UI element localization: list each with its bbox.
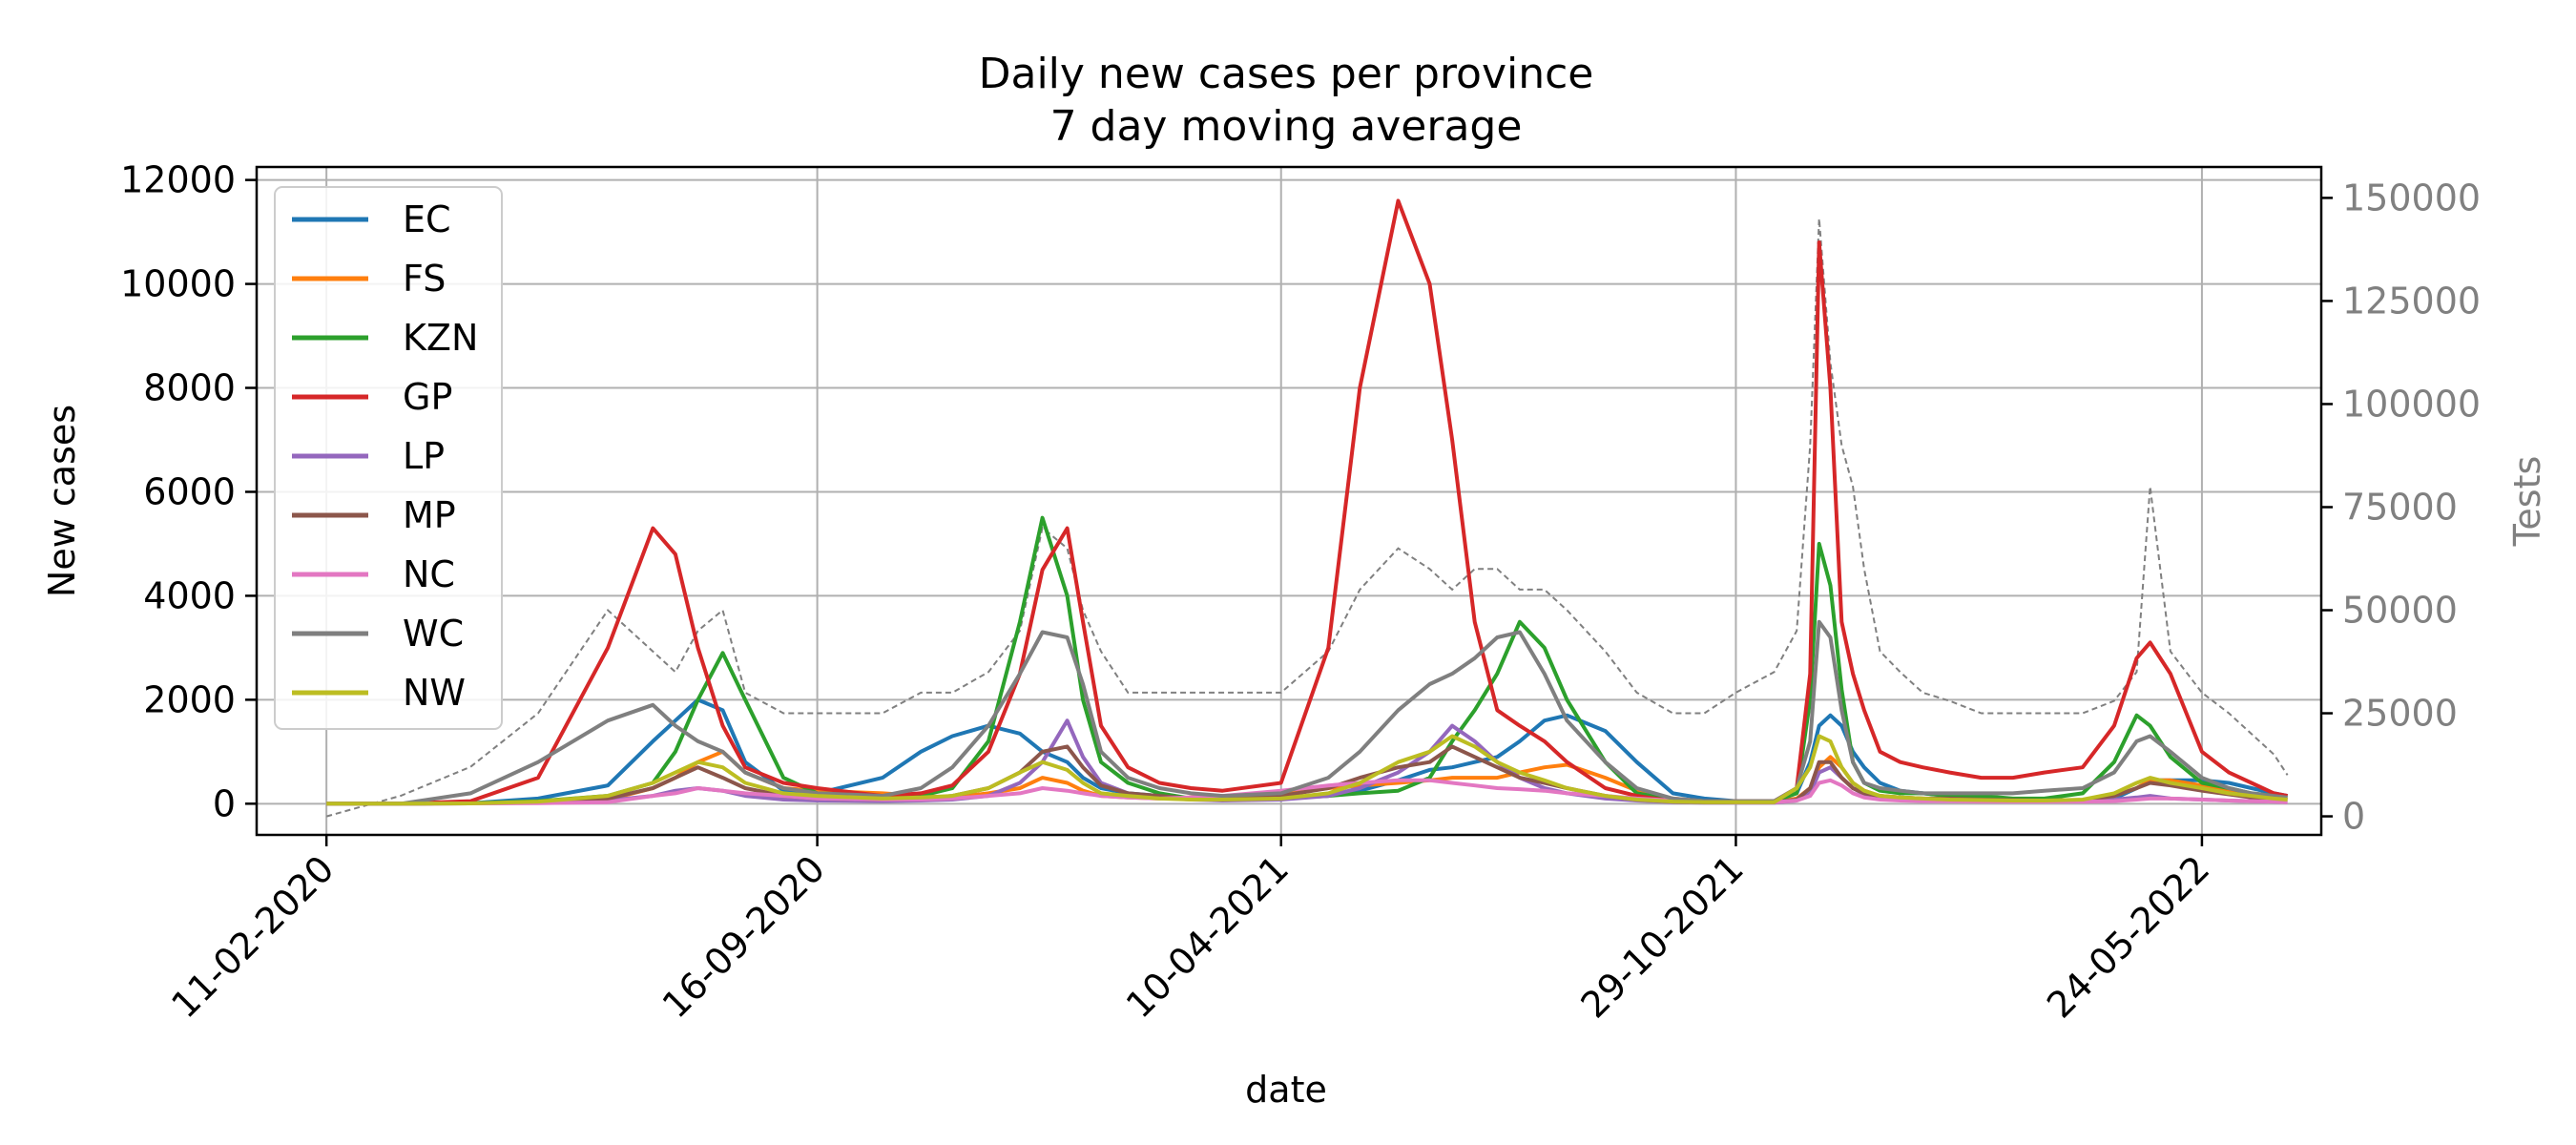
- tests-layer: [325, 218, 2289, 818]
- y-axis-label: New cases: [41, 405, 83, 597]
- series-line-wc: [326, 619, 2288, 806]
- y-tick-label: 6000: [143, 470, 236, 512]
- legend-label-lp: LP: [403, 435, 445, 477]
- series-layer: [326, 198, 2288, 806]
- y-tick-label: 4000: [143, 574, 236, 616]
- legend-label-fs: FS: [403, 258, 446, 300]
- y2-axis-label: Tests: [2506, 456, 2548, 548]
- y2-tick-label: 150000: [2342, 177, 2481, 219]
- series-line-nw: [326, 734, 2288, 806]
- chart-subtitle: 7 day moving average: [1050, 102, 1523, 151]
- y-axis-ticks: 0 2000 4000 6000 8000 10000 12000: [120, 159, 257, 824]
- y2-tick-label: 125000: [2342, 280, 2481, 322]
- y-tick-label: 12000: [120, 159, 236, 201]
- legend-label-mp: MP: [403, 494, 456, 536]
- y2-tick-label: 75000: [2342, 486, 2458, 528]
- y-tick-label: 2000: [143, 678, 236, 720]
- legend: EC FS KZN GP LP MP NC WC NW: [274, 186, 503, 730]
- y2-tick-label: 50000: [2342, 590, 2458, 632]
- legend-label-nc: NC: [403, 553, 455, 595]
- series-line-gp: [326, 198, 2288, 806]
- legend-label-nw: NW: [403, 672, 466, 714]
- tests-line: [325, 218, 2289, 818]
- legend-box: [274, 186, 503, 730]
- y2-tick-label: 25000: [2342, 693, 2458, 735]
- legend-label-gp: GP: [403, 376, 452, 418]
- x-axis-label: date: [1245, 1069, 1327, 1111]
- y2-tick-label: 0: [2342, 796, 2365, 838]
- y-tick-label: 8000: [143, 367, 236, 409]
- y2-tick-label: 100000: [2342, 383, 2481, 425]
- chart-title: Daily new cases per province: [979, 50, 1594, 98]
- y-tick-label: 0: [213, 782, 236, 824]
- plot-frame: [255, 165, 2323, 837]
- y2-axis-ticks: 0 25000 50000 75000 100000 125000 150000: [2321, 177, 2481, 838]
- legend-label-ec: EC: [403, 198, 451, 240]
- legend-label-wc: WC: [403, 613, 464, 655]
- y-tick-label: 10000: [120, 263, 236, 305]
- legend-label-kzn: KZN: [403, 317, 478, 359]
